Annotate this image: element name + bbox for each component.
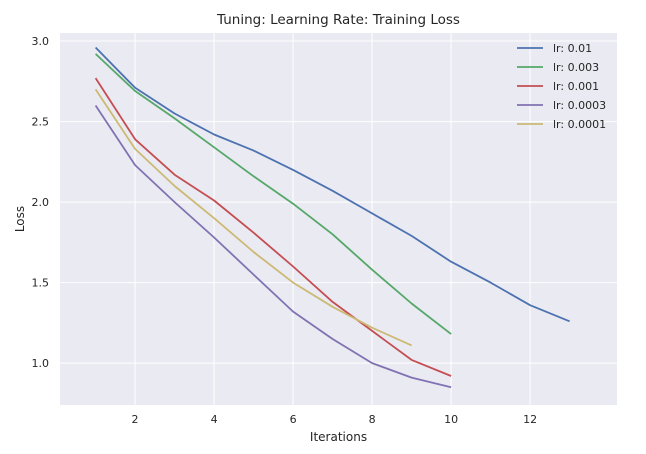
legend: lr: 0.01 lr: 0.003 lr: 0.001 lr: 0.0003 lr: … xyxy=(517,42,606,131)
y-tick-label: 2.5 xyxy=(32,116,50,129)
series-line xyxy=(94,105,452,389)
x-tick-label: 6 xyxy=(290,413,297,426)
y-tick-label: 1.0 xyxy=(32,357,50,370)
legend-label: lr: 0.001 xyxy=(553,80,599,93)
legend-label: lr: 0.003 xyxy=(553,61,599,74)
series-line xyxy=(94,77,452,377)
y-tick-label: 2.0 xyxy=(32,196,50,209)
y-axis-ticks: 1.0 1.5 2.0 2.5 3.0 xyxy=(32,35,50,370)
x-tick-label: 2 xyxy=(132,413,139,426)
series-line xyxy=(94,53,452,335)
x-tick-label: 8 xyxy=(369,413,376,426)
plot-background xyxy=(60,33,617,405)
series-line xyxy=(94,46,570,323)
chart-title: Tuning: Learning Rate: Training Loss xyxy=(216,12,460,28)
x-tick-label: 10 xyxy=(444,413,458,426)
y-tick-label: 1.5 xyxy=(32,277,50,290)
series-line xyxy=(94,88,412,347)
x-axis-ticks: 2 4 6 8 10 12 xyxy=(132,413,538,426)
legend-label: lr: 0.0003 xyxy=(553,99,606,112)
legend-label: lr: 0.01 xyxy=(553,42,592,55)
series-layer xyxy=(94,46,570,389)
legend-label: lr: 0.0001 xyxy=(553,118,606,131)
y-tick-label: 3.0 xyxy=(32,35,50,48)
x-tick-label: 12 xyxy=(523,413,537,426)
x-axis-label: Iterations xyxy=(310,430,367,444)
grid-lines xyxy=(60,33,617,405)
x-tick-label: 4 xyxy=(211,413,218,426)
y-axis-label: Loss xyxy=(13,206,27,232)
